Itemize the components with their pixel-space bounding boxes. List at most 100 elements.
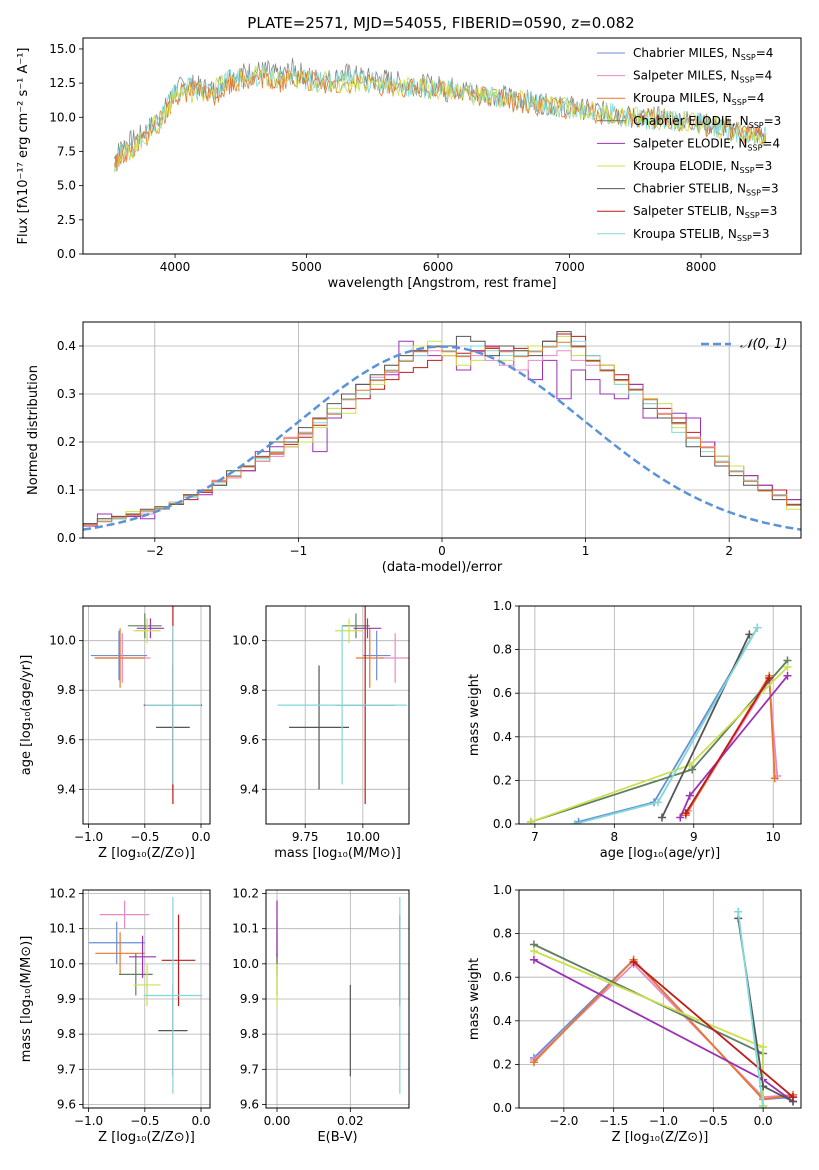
point-marker (789, 1093, 798, 1102)
age_vs_mass-plot-area (277, 606, 409, 805)
x-axis-label: Z [log₁₀(Z/Z⊙)] (612, 1130, 709, 1145)
point-marker (734, 907, 743, 916)
y-tick-label: 9.9 (57, 992, 76, 1006)
y-axis-label: age [log₁₀(age/yr)] (19, 655, 34, 776)
massweight_vs_age-plot-area (526, 623, 792, 824)
y-tick-label: 9.6 (240, 1097, 259, 1111)
y-tick-label: 0.6 (493, 970, 512, 984)
legend-entry: Salpeter MILES, NSSP=4 (633, 69, 772, 85)
histogram-step (83, 341, 801, 526)
age_vs_Z-plot-area (90, 606, 203, 805)
y-tick-label: 15.0 (49, 42, 76, 56)
point-marker (765, 673, 774, 682)
mass-weight-line (533, 958, 794, 1101)
legend-value: =3 (755, 159, 773, 173)
axes-frame (82, 321, 802, 539)
y-tick-label: 0.0 (493, 817, 512, 831)
legend-entry: Salpeter STELIB, NSSP=3 (633, 204, 777, 220)
y-tick-label: 10.0 (49, 957, 76, 971)
legend-entry: Chabrier STELIB, NSSP=3 (633, 182, 779, 198)
x-tick-label: 9.75 (292, 830, 319, 844)
x-axis-label: Z [log₁₀(Z/Z⊙)] (98, 846, 195, 861)
legend-value: =4 (755, 69, 773, 83)
mass_vs_ebv-axes: 0.00 0.02 9.6 9.7 9.8 9.9 10.0 10.1 10.2 E(B-V) (232, 887, 410, 1145)
point-marker (570, 820, 579, 824)
x-tick-label: −0.5 (130, 1114, 159, 1128)
y-tick-label: 10.0 (232, 634, 259, 648)
legend-subscript: SSP (740, 76, 755, 85)
legend-entry: Kroupa ELODIE, NSSP=3 (633, 159, 772, 175)
point-marker (529, 955, 538, 964)
x-tick-label: 2 (725, 544, 733, 558)
y-axis-label: Normed distribution (26, 365, 41, 495)
y-tick-label: 0.6 (493, 686, 512, 700)
axes-frame (265, 605, 410, 825)
x-tick-label: −1 (290, 544, 308, 558)
y-axis-label: mass weight (467, 958, 482, 1040)
y-tick-label: 7.5 (57, 144, 76, 158)
y-axis-label: mass weight (467, 674, 482, 756)
legend-subscript: SSP (737, 234, 752, 243)
mass_vs_Z-axes: −1.0 −0.5 0.0 9.6 9.7 9.8 9.9 10.0 10.1 10.2 Z [lo… (19, 887, 211, 1145)
point-marker (654, 798, 663, 807)
x-tick-label: −1.0 (74, 830, 103, 844)
legend-subscript: SSP (741, 53, 756, 62)
y-tick-label: 0.8 (493, 927, 512, 941)
legend-value: =3 (764, 114, 782, 128)
y-tick-label: 10.0 (49, 634, 76, 648)
y-tick-label: 1.0 (493, 599, 512, 613)
mass_vs_Z-plot-area (88, 897, 203, 1094)
point-marker (657, 813, 666, 822)
legend-value: =4 (756, 46, 774, 60)
x-tick-label: 0.0 (191, 1114, 210, 1128)
y-tick-label: 9.8 (57, 683, 76, 697)
gaussian-curve (83, 345, 801, 531)
y-tick-label: 9.8 (240, 1027, 259, 1041)
residuals-axes: −2 −1 0 1 2 0.0 0.1 0.2 0.3 0.4 (data-model)/error… (26, 321, 802, 575)
mass-weight-line (633, 961, 794, 1098)
point-marker (783, 671, 792, 680)
x-tick-label: −1.0 (649, 1114, 678, 1128)
x-axis-label: age [log₁₀(age/yr)] (600, 846, 721, 861)
legend-subscript: SSP (746, 189, 761, 198)
axes-frame (265, 889, 410, 1109)
point-marker (676, 813, 685, 822)
spectrum-plot-area (114, 57, 767, 173)
x-tick-label: 10.00 (346, 830, 380, 844)
spectrum-series-line (114, 65, 767, 173)
x-tick-label: 0.02 (337, 1114, 364, 1128)
y-tick-label: 10.1 (49, 922, 76, 936)
legend-entry: Salpeter ELODIE, NSSP=4 (633, 136, 780, 152)
y-tick-label: 0.2 (57, 435, 76, 449)
age_vs_Z-axes: −1.0 −0.5 0.0 9.4 9.6 9.8 10.0 Z [log₁₀(Z/Z⊙)] a… (19, 605, 211, 861)
legend-subscript: SSP (732, 98, 747, 107)
point-marker (685, 791, 694, 800)
x-tick-label: 7 (531, 830, 539, 844)
histogram-step (83, 333, 801, 525)
chart-panels: 4000 5000 6000 7000 80000.02.55.07.510.012.5… (16, 37, 802, 1145)
point-marker (529, 1058, 538, 1067)
point-marker (629, 957, 638, 966)
y-tick-label: 10.1 (232, 922, 259, 936)
axes-frame (82, 37, 802, 255)
y-tick-label: 0.0 (57, 531, 76, 545)
legend-entry: Chabrier MILES, NSSP=4 (633, 46, 773, 62)
legend-subscript: SSP (747, 143, 762, 152)
y-tick-label: 0.4 (493, 1014, 512, 1028)
spectrum-axes: 4000 5000 6000 7000 8000 0.0 2.5 5.0 7.5 10.0 12.5… (16, 37, 802, 291)
x-tick-label: 0.0 (191, 830, 210, 844)
y-tick-label: 0.8 (493, 643, 512, 657)
point-marker (526, 817, 535, 824)
legend-entry: Kroupa STELIB, NSSP=3 (633, 227, 770, 243)
mass-weight-line (737, 911, 764, 1108)
y-tick-label: 10.2 (232, 887, 259, 901)
y-tick-label: 9.8 (57, 1027, 76, 1041)
mass-weight-line (661, 633, 751, 818)
point-marker (688, 765, 697, 774)
legend-subscript: SSP (740, 166, 755, 175)
y-tick-label: 10.0 (232, 957, 259, 971)
point-marker (759, 1042, 768, 1051)
y-tick-label: 9.4 (240, 782, 259, 796)
y-tick-label: 5.0 (57, 179, 76, 193)
